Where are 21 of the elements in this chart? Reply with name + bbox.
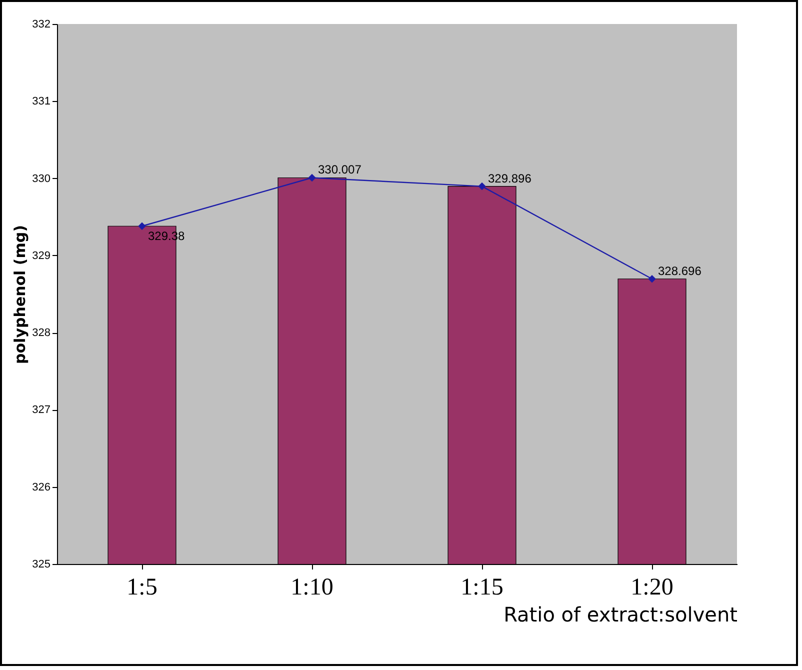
x-tick-label: 1:10 [290,574,334,600]
data-label: 329.896 [488,171,532,186]
point [478,182,486,190]
y-tick-label: 325 [32,558,50,570]
y-tick-label: 331 [32,96,50,108]
x-axis-title: Ratio of extract:solvent [504,602,738,626]
y-tick-label: 329 [32,250,50,262]
y-tick-label: 326 [32,481,50,494]
y-axis-title: polyphenol (mg) [11,225,30,364]
x-tick-label: 1:15 [460,574,504,600]
data-label: 328.696 [658,264,702,278]
y-tick-label: 328 [32,327,50,340]
point [138,222,146,230]
data-label: 330.007 [318,162,362,177]
x-tick-label: 1:5 [126,574,158,600]
point [308,174,316,182]
y-tick-label: 327 [32,404,50,416]
x-tick-label: 1:20 [630,574,674,600]
point [648,275,656,283]
y-tick-label: 332 [32,18,50,30]
y-tick-label: 330 [32,172,50,185]
